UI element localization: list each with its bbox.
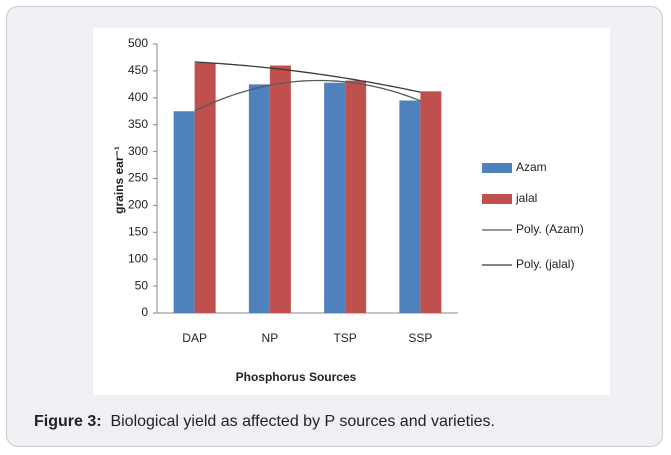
x-tick-label: DAP [182, 331, 207, 345]
trendline [194, 61, 421, 93]
x-axis-label: Phosphorus Sources [236, 370, 357, 384]
y-tick-label: 0 [141, 305, 148, 319]
bar [324, 82, 346, 314]
x-tick-label: SSP [408, 331, 432, 345]
caption-text: Biological yield as affected by P source… [110, 413, 495, 430]
y-tick-label: 350 [128, 117, 148, 131]
legend-label: Poly. (Azam) [516, 222, 584, 236]
bar [173, 111, 195, 313]
bar [399, 100, 421, 314]
bar [420, 91, 442, 314]
y-tick-label: 450 [128, 63, 148, 77]
y-tick-label: 250 [128, 171, 148, 185]
legend-label: jalal [515, 191, 537, 205]
legend-label: Poly. (jalal) [516, 257, 574, 271]
bar [248, 84, 270, 313]
y-tick-label: 50 [135, 278, 149, 292]
legend-swatch [482, 194, 512, 204]
caption-label: Figure 3: [34, 413, 102, 430]
bar [269, 65, 291, 314]
y-tick-label: 300 [128, 144, 148, 158]
y-tick-label: 100 [128, 251, 148, 265]
legend-label: Azam [516, 160, 547, 174]
x-tick-label: TSP [333, 331, 356, 345]
y-tick-label: 500 [128, 36, 148, 50]
y-tick-label: 400 [128, 90, 148, 104]
bar [194, 62, 216, 313]
caption: Figure 3: Biological yield as affected b… [34, 413, 495, 431]
bar [345, 80, 367, 313]
x-tick-label: NP [262, 331, 279, 345]
y-tick-label: 150 [128, 224, 148, 238]
y-tick-label: 200 [128, 198, 148, 212]
y-axis-label: grains ear⁻¹ [112, 146, 126, 214]
trendline [194, 79, 421, 112]
legend-swatch [482, 163, 512, 173]
